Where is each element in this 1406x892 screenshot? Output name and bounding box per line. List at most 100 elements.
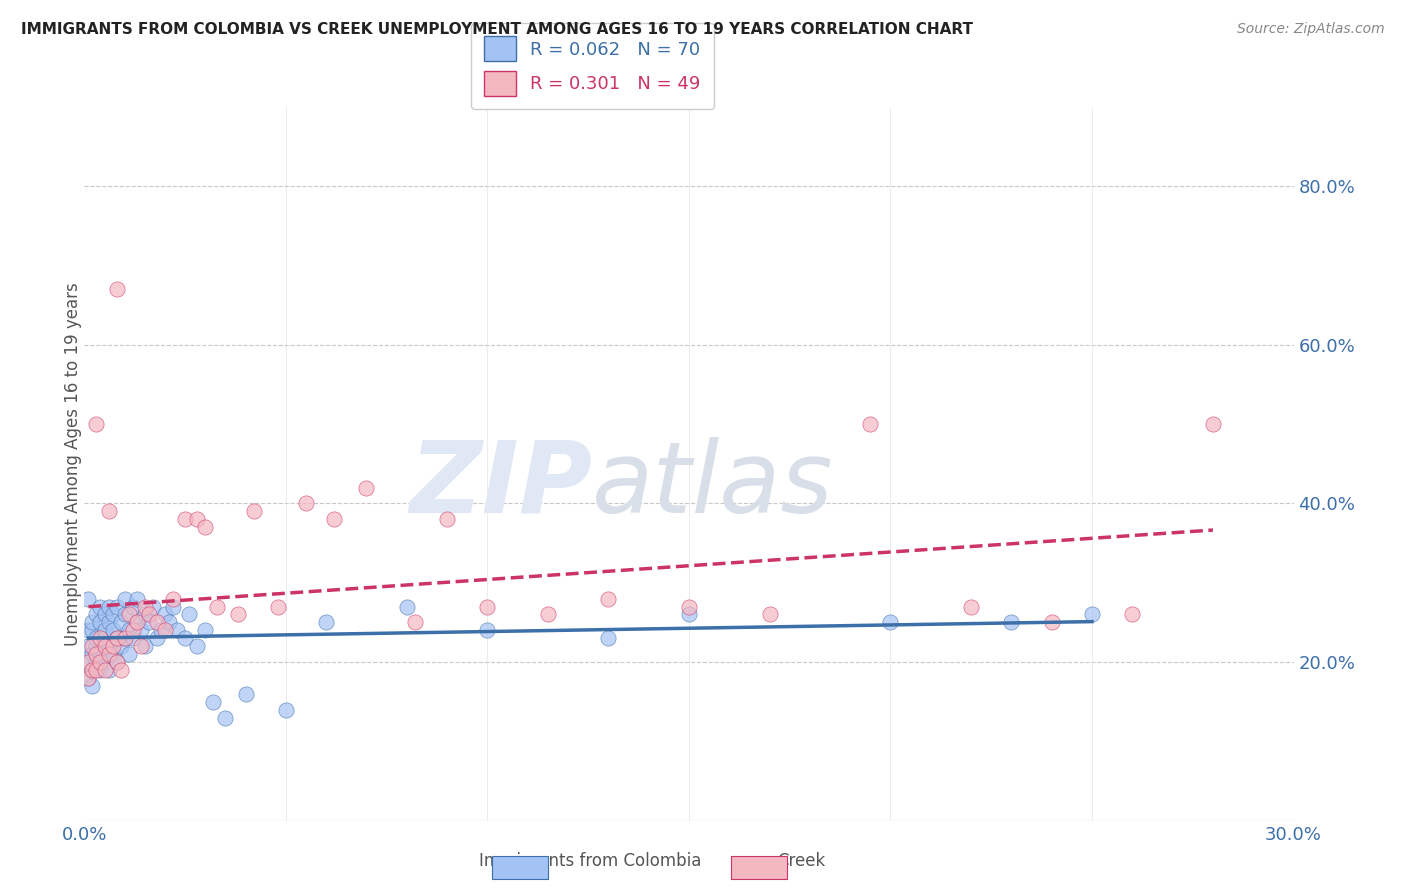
Text: ZIP: ZIP — [409, 437, 592, 533]
Point — [138, 615, 160, 630]
Point — [89, 615, 111, 630]
Point — [82, 663, 104, 677]
Point — [121, 599, 143, 614]
Point — [121, 632, 143, 646]
Point — [146, 632, 169, 646]
Point — [101, 624, 124, 638]
Point — [226, 607, 249, 622]
Point — [86, 647, 108, 661]
Point — [105, 655, 128, 669]
Point — [214, 710, 236, 724]
Point — [101, 647, 124, 661]
Point — [114, 632, 136, 646]
Point — [77, 591, 100, 606]
Point — [194, 520, 217, 534]
Point — [77, 624, 100, 638]
Point — [598, 632, 620, 646]
Point — [436, 512, 458, 526]
Point — [1081, 607, 1104, 622]
Point — [82, 679, 104, 693]
Point — [174, 632, 197, 646]
Point — [77, 655, 100, 669]
Point — [174, 512, 197, 526]
Point — [118, 624, 141, 638]
Point — [86, 417, 108, 432]
Point — [186, 639, 208, 653]
Point — [93, 607, 115, 622]
Point — [1000, 615, 1022, 630]
Text: Source: ZipAtlas.com: Source: ZipAtlas.com — [1237, 22, 1385, 37]
Point — [77, 671, 100, 685]
Point — [93, 639, 115, 653]
Point — [101, 639, 124, 653]
Point — [97, 647, 120, 661]
Point — [105, 282, 128, 296]
Point — [114, 607, 136, 622]
Point — [859, 417, 882, 432]
Point — [89, 632, 111, 646]
Point — [97, 504, 120, 518]
Point — [82, 647, 104, 661]
Point — [129, 624, 152, 638]
Point — [97, 615, 120, 630]
Point — [125, 615, 148, 630]
Point — [153, 607, 176, 622]
Point — [82, 615, 104, 630]
Point — [82, 639, 104, 653]
Point — [162, 591, 184, 606]
Point — [202, 695, 225, 709]
Point — [86, 663, 108, 677]
Point — [105, 632, 128, 646]
Point — [97, 663, 120, 677]
Point — [149, 624, 172, 638]
Point — [678, 599, 700, 614]
Point — [235, 687, 257, 701]
Point — [166, 624, 188, 638]
Point — [134, 599, 156, 614]
Point — [678, 607, 700, 622]
Point — [93, 655, 115, 669]
Point — [93, 632, 115, 646]
Point — [758, 607, 780, 622]
Point — [114, 591, 136, 606]
Text: Creek: Creek — [778, 852, 825, 870]
Point — [162, 599, 184, 614]
Point — [89, 647, 111, 661]
Point — [110, 663, 132, 677]
Point — [134, 607, 156, 622]
Point — [89, 663, 111, 677]
Point — [129, 639, 152, 653]
Point — [89, 655, 111, 669]
Point — [153, 624, 176, 638]
Point — [86, 607, 108, 622]
Point — [86, 655, 108, 669]
Point — [315, 615, 337, 630]
Point — [86, 632, 108, 646]
Point — [274, 703, 297, 717]
Point — [105, 599, 128, 614]
Point — [1040, 615, 1063, 630]
Point — [121, 624, 143, 638]
Point — [395, 599, 418, 614]
Point — [267, 599, 290, 614]
Point — [97, 639, 120, 653]
Point — [404, 615, 426, 630]
Text: atlas: atlas — [592, 437, 834, 533]
Point — [93, 663, 115, 677]
Point — [960, 599, 983, 614]
Point — [477, 624, 499, 638]
Point — [134, 639, 156, 653]
Point — [118, 607, 141, 622]
Point — [157, 615, 180, 630]
Point — [82, 624, 104, 638]
Point — [110, 639, 132, 653]
Point — [125, 591, 148, 606]
Point — [89, 599, 111, 614]
Point — [146, 615, 169, 630]
Point — [118, 647, 141, 661]
Y-axis label: Unemployment Among Ages 16 to 19 years: Unemployment Among Ages 16 to 19 years — [65, 282, 82, 646]
Text: Immigrants from Colombia: Immigrants from Colombia — [479, 852, 702, 870]
Point — [142, 599, 165, 614]
Point — [1121, 607, 1143, 622]
Point — [879, 615, 901, 630]
